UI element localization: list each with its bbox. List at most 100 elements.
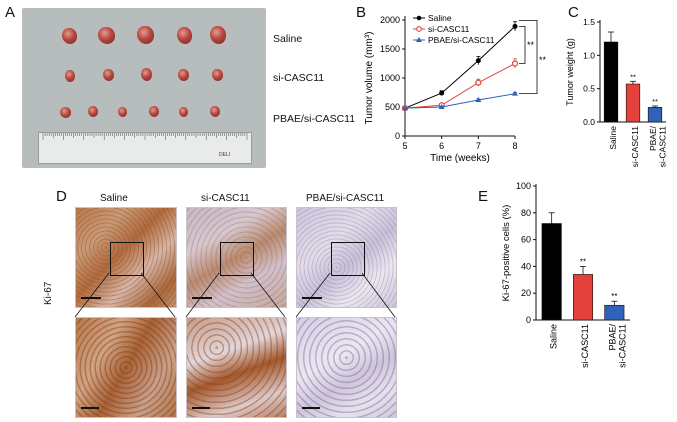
x-tick-label-line: si-CASC11 (630, 126, 640, 168)
zoom-region-box (331, 242, 365, 276)
y-tick-label: 1500 (380, 44, 400, 54)
data-point (439, 90, 445, 96)
tumor-specimen (141, 68, 152, 81)
tumor-specimen (210, 106, 220, 117)
significance-bracket (519, 25, 526, 64)
legend-label: PBAE/si-CASC11 (428, 35, 495, 45)
y-tick-label: 1000 (380, 73, 400, 83)
x-tick-label: 6 (439, 141, 444, 151)
panel-label-b: B (356, 4, 367, 21)
significance-label: ** (580, 257, 586, 266)
y-axis-label: Tumor weight (g) (566, 38, 575, 106)
y-tick-label: 20 (521, 288, 531, 298)
data-point (512, 90, 518, 96)
micrograph-si-casc11-low (186, 207, 287, 308)
micrograph-pbae-low (296, 207, 397, 308)
data-point (475, 79, 482, 86)
data-point (402, 105, 408, 111)
legend-label: Saline (428, 13, 452, 23)
y-axis-label: Ki-67-positive cells (%) (501, 205, 512, 302)
significance-label: ** (527, 40, 535, 50)
tumor-specimen (179, 107, 188, 117)
x-tick-label: si-CASC11 (630, 126, 640, 168)
series-line (404, 63, 516, 109)
y-tick-label: 0.5 (583, 84, 595, 94)
x-tick-label: si-CASC11 (580, 324, 590, 368)
x-tick-label: Saline (549, 324, 559, 349)
zoom-region-box (220, 242, 254, 276)
tumor-specimen (178, 69, 189, 81)
bar (572, 274, 594, 321)
significance-label: ** (652, 97, 658, 106)
significance-label: ** (539, 55, 547, 65)
panel-label-c: C (568, 4, 579, 21)
panel-label-a: A (5, 4, 16, 21)
ruler-ticks (42, 133, 248, 140)
x-tick-label-line: PBAE/ (607, 324, 617, 351)
y-axis-label: Tumor volume (mm³) (364, 32, 375, 125)
data-point (512, 23, 518, 29)
row-label-saline: Saline (273, 33, 303, 45)
y-tick-label: 100 (516, 181, 531, 191)
y-tick-label: 0 (395, 131, 400, 141)
column-label-saline: Saline (100, 193, 128, 204)
scale-bar (81, 297, 101, 299)
zoom-region-box (110, 242, 144, 276)
legend-marker (416, 26, 422, 32)
y-tick-label: 40 (521, 261, 531, 271)
x-tick-label: 7 (476, 141, 481, 151)
x-tick-label-line: si-CASC11 (580, 324, 590, 368)
scale-bar (81, 407, 99, 409)
ki67-bar-chart: 0 20 40 60 80 100 Ki-67-positive cells (%) Sali… (501, 181, 630, 368)
x-axis-label: Time (weeks) (430, 153, 490, 164)
tumor-specimen (137, 26, 154, 44)
micrograph-saline-low (75, 207, 177, 308)
tumor-specimen (60, 107, 71, 118)
series-line (404, 26, 516, 109)
ruler-brand: DELI (219, 152, 231, 158)
y-tick-label: 0.0 (583, 117, 595, 127)
tumor-weight-bar-chart: 0.0 0.5 1.0 1.5 Tumor weight (g) Saline ** si-C… (566, 17, 668, 168)
legend-label: si-CASC11 (428, 24, 470, 34)
micrograph-pbae-high (296, 317, 397, 418)
y-tick-label: 2000 (380, 15, 400, 25)
tumor-photo: DELI (22, 8, 266, 168)
legend-marker (416, 15, 422, 21)
bar (541, 223, 562, 321)
x-tick-label: 5 (402, 141, 407, 151)
scale-bar (192, 297, 212, 299)
y-tick-label: 0 (526, 315, 531, 325)
ruler: DELI (38, 132, 252, 164)
tumor-specimen (177, 27, 192, 44)
data-point (511, 60, 519, 67)
x-tick-label-line: si-CASC11 (658, 126, 668, 168)
row-label-si-casc11: si-CASC11 (273, 72, 325, 84)
panel-label-e: E (478, 188, 489, 205)
data-point (438, 104, 445, 109)
micrograph-saline-high (75, 317, 177, 418)
data-point (475, 58, 481, 64)
x-tick-label-line: Saline (549, 324, 559, 349)
tumor-specimen (103, 69, 114, 81)
tumor-specimen (210, 26, 226, 44)
legend-marker (416, 37, 422, 42)
x-tick-label: PBAE/si-CASC11 (607, 324, 627, 368)
row-label-pbae-si-casc11: PBAE/si-CASC11 (273, 113, 356, 125)
tumor-specimen (88, 106, 98, 117)
x-tick-label: PBAE/si-CASC11 (648, 125, 668, 167)
tumor-specimen (62, 28, 77, 44)
tumor-specimen (65, 70, 75, 82)
micrograph-si-casc11-high (186, 317, 287, 418)
tumor-specimen (149, 106, 159, 117)
column-label-pbae-si-casc11: PBAE/si-CASC11 (306, 193, 385, 204)
column-label-si-casc11: si-CASC11 (201, 193, 250, 204)
scale-bar (302, 297, 322, 299)
significance-label: ** (611, 292, 617, 301)
x-tick-label-line: PBAE/ (648, 125, 658, 151)
tumor-specimen (118, 107, 127, 117)
tumor-specimen (212, 69, 223, 81)
x-tick-label: 8 (512, 141, 517, 151)
scale-bar (302, 407, 320, 409)
x-tick-label: Saline (608, 126, 618, 150)
